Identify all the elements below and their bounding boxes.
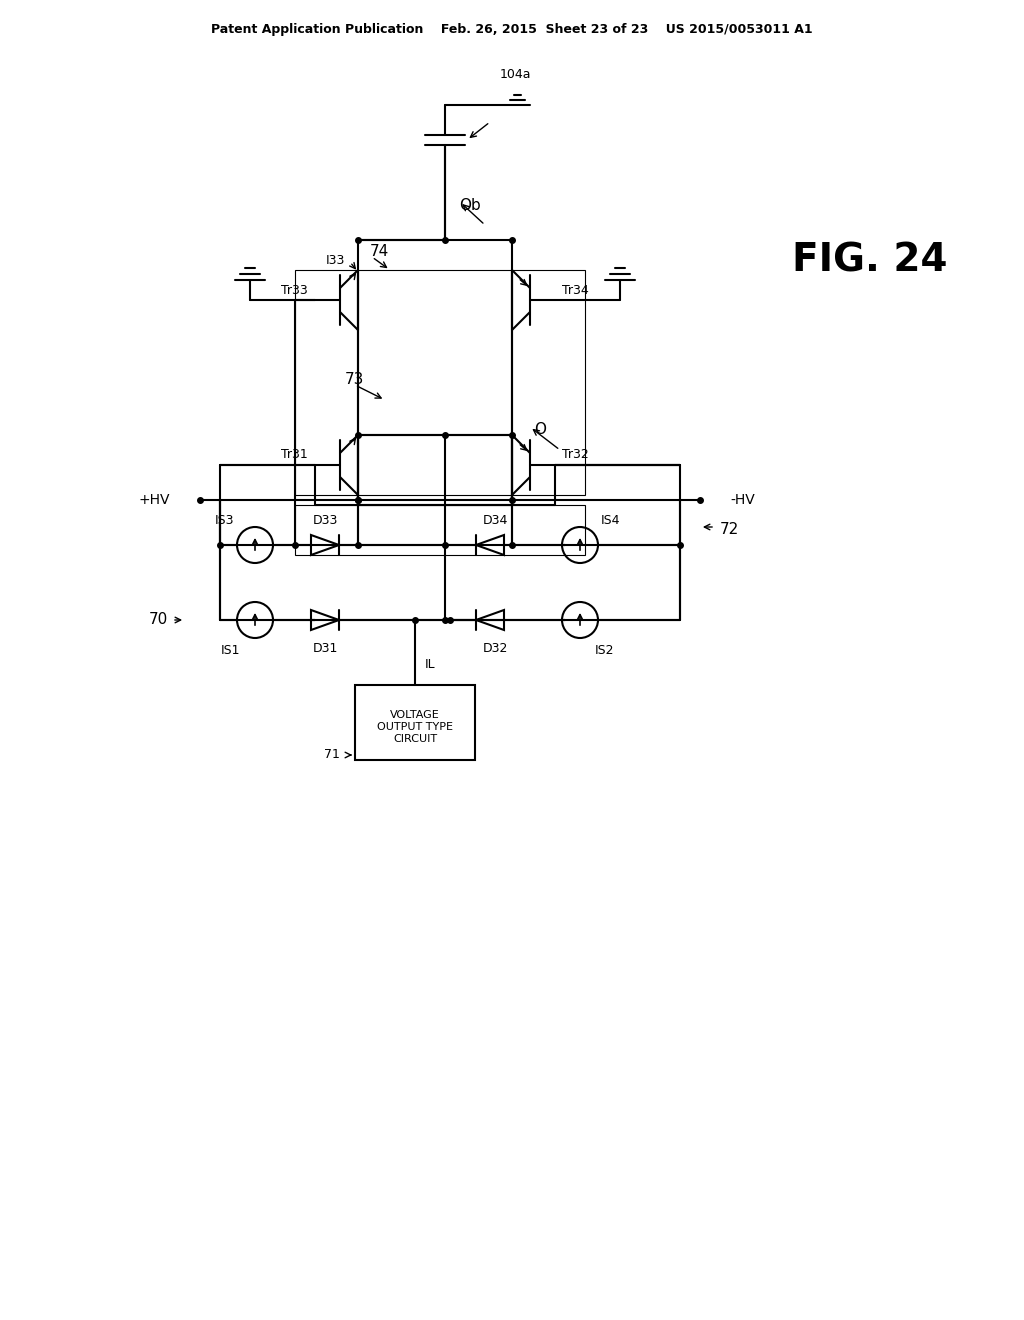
Text: D33: D33 — [312, 513, 338, 527]
Text: IS4: IS4 — [600, 513, 620, 527]
Text: 104a: 104a — [500, 69, 531, 82]
Text: D34: D34 — [482, 513, 508, 527]
Text: 70: 70 — [148, 612, 168, 627]
Text: CIRCUIT: CIRCUIT — [393, 734, 437, 743]
Bar — [295, 506, 585, 554]
Text: -HV: -HV — [730, 492, 755, 507]
Text: Tr34: Tr34 — [562, 284, 589, 297]
Text: D31: D31 — [312, 642, 338, 655]
Text: OUTPUT TYPE: OUTPUT TYPE — [377, 722, 453, 731]
Circle shape — [562, 602, 598, 638]
Circle shape — [237, 527, 273, 564]
Text: Ob: Ob — [459, 198, 481, 213]
Text: Tr31: Tr31 — [282, 449, 308, 462]
Text: O: O — [534, 422, 546, 437]
Text: IS1: IS1 — [220, 644, 240, 656]
Text: IL: IL — [425, 659, 435, 672]
Text: 71: 71 — [325, 748, 340, 762]
Text: I33: I33 — [326, 253, 345, 267]
Text: FIG. 24: FIG. 24 — [793, 242, 948, 279]
Circle shape — [562, 527, 598, 564]
Bar — [355, 685, 475, 760]
Text: D32: D32 — [482, 642, 508, 655]
Text: Tr33: Tr33 — [282, 284, 308, 297]
Text: VOLTAGE: VOLTAGE — [390, 710, 440, 719]
Text: 74: 74 — [370, 244, 389, 260]
Text: Patent Application Publication    Feb. 26, 2015  Sheet 23 of 23    US 2015/00530: Patent Application Publication Feb. 26, … — [211, 24, 813, 37]
Text: IS3: IS3 — [215, 513, 234, 527]
Text: Tr32: Tr32 — [562, 449, 589, 462]
Circle shape — [237, 602, 273, 638]
Text: 72: 72 — [720, 523, 739, 537]
Bar — [295, 271, 585, 495]
Text: +HV: +HV — [138, 492, 170, 507]
Text: IS2: IS2 — [595, 644, 614, 656]
Text: 73: 73 — [345, 372, 365, 388]
